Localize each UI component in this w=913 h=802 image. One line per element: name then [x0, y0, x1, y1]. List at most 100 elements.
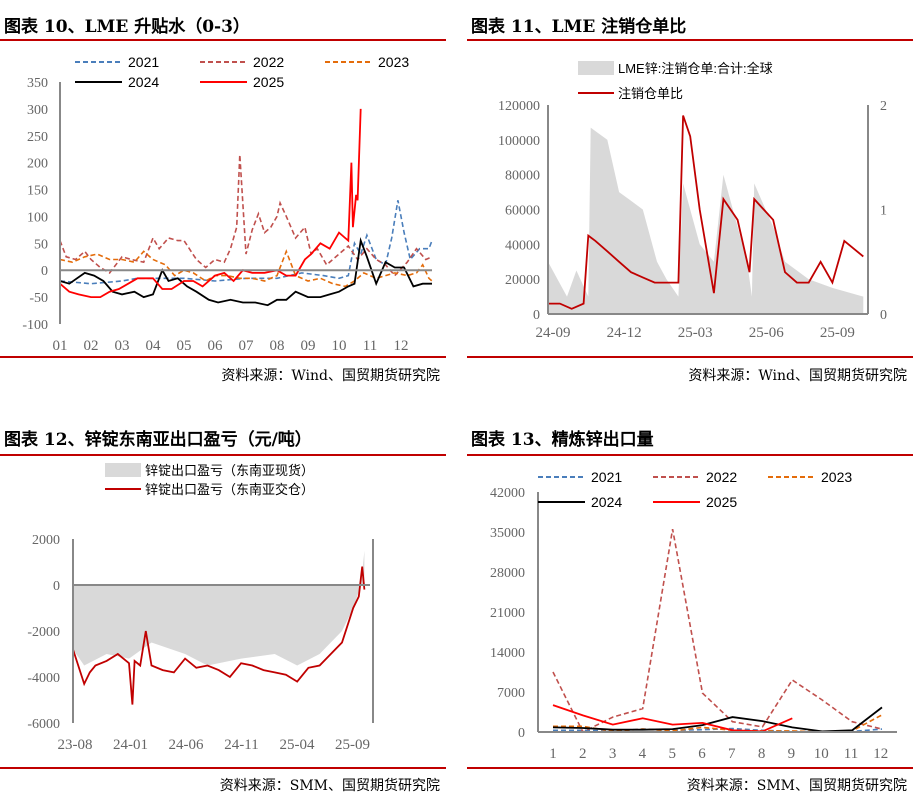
legend-label: 2023 [378, 54, 409, 70]
panel-lme-spread: 图表 10、LME 升贴水（0-3） 资料来源：Wind、国贸期货研究院 [0, 0, 446, 395]
line-series-2022 [552, 528, 883, 734]
legend-label: 2025 [706, 494, 737, 510]
legend-label: LME锌:注销仓单:合计:全球 [618, 61, 773, 76]
y-tick-label: 40000 [505, 238, 540, 253]
x-tick-label: 24-12 [607, 325, 642, 341]
legend-item-2024: 2024 [538, 494, 622, 510]
bottom-divider [467, 356, 913, 358]
y-tick-label: 350 [27, 76, 48, 91]
line-series-2021 [59, 200, 433, 285]
y-tick-label: 100000 [498, 134, 540, 149]
legend-item-2023: 2023 [768, 469, 852, 485]
title-divider [0, 39, 446, 41]
y-tick-label: 28000 [490, 566, 525, 581]
y-tick-label: 250 [27, 130, 48, 145]
y2-tick-label: 2 [880, 99, 887, 114]
legend-item-2025: 2025 [200, 74, 284, 90]
y-tick-label: -4000 [27, 671, 60, 686]
legend-label: 锌锭出口盈亏（东南亚交仓） [145, 482, 314, 497]
x-tick-label: 06 [208, 338, 224, 354]
line-series-锌锭出口盈亏（东南亚交仓） [72, 566, 366, 705]
x-tick-label: 24-09 [536, 325, 571, 341]
chart-c1: 350 300 250 200 150 100 50 0 -50 -100 01 02 03 04 05 06… [22, 76, 433, 354]
x-tick-label: 12 [873, 746, 888, 762]
y-tick-label: 120000 [498, 99, 540, 114]
y-tick-label: 0 [518, 726, 525, 741]
x-tick-label: 4 [639, 746, 647, 762]
chart-title: 图表 13、精炼锌出口量 [471, 430, 654, 450]
y-tick-label: 100 [27, 210, 48, 225]
y-tick-label: 200 [27, 157, 48, 172]
legend-label: 2024 [128, 74, 159, 90]
legend-label: 2021 [591, 469, 622, 485]
x-tick-label: 8 [758, 746, 766, 762]
chart-title: 图表 11、LME 注销仓单比 [471, 17, 687, 37]
x-tick-label: 10 [332, 338, 347, 354]
y-tick-label: 50 [34, 237, 48, 252]
area-series-锌锭出口盈亏（东南亚现货） [73, 550, 365, 666]
x-tick-label: 1 [549, 746, 557, 762]
legend-item-锌锭出口盈亏（东南亚现货）: 锌锭出口盈亏（东南亚现货） [105, 463, 314, 478]
x-tick-label: 23-08 [58, 737, 93, 753]
y-tick-label: 20000 [505, 273, 540, 288]
legend-label: 注销仓单比 [618, 86, 683, 101]
x-tick-label: 25-09 [335, 737, 370, 753]
y-tick-label: -50 [29, 291, 48, 306]
y-tick-label: 14000 [490, 646, 525, 661]
area-series-LME锌:注销仓单:合计:全球 [548, 127, 864, 314]
x-tick-label: 24-06 [169, 737, 204, 753]
line-series-2024 [59, 237, 432, 307]
legend-label: 2023 [821, 469, 852, 485]
chart-title: 图表 12、锌锭东南亚出口盈亏（元/吨） [4, 430, 312, 450]
y-tick-label: 300 [27, 103, 48, 118]
x-tick-label: 08 [270, 338, 285, 354]
y-tick-label: 42000 [490, 486, 525, 501]
y2-tick-label: 0 [880, 308, 887, 323]
y-tick-label: 60000 [505, 204, 540, 219]
y-tick-label: 0 [533, 308, 540, 323]
line-series-2024 [552, 706, 883, 733]
y-tick-label: 150 [27, 184, 48, 199]
source-note: 资料来源：SMM、国贸期货研究院 [219, 778, 440, 794]
title-divider [467, 39, 913, 41]
legend-item-2024: 2024 [75, 74, 159, 90]
source-note: 资料来源：Wind、国贸期货研究院 [221, 368, 440, 384]
legend-item-LME锌:注销仓单:合计:全球: LME锌:注销仓单:合计:全球 [578, 61, 773, 76]
y-tick-label: -100 [22, 318, 48, 333]
legend-label: 2022 [253, 54, 284, 70]
legend-item-注销仓单比: 注销仓单比 [578, 86, 683, 101]
x-tick-label: 25-09 [820, 325, 855, 341]
panel-lme-cancel-ratio: 图表 11、LME 注销仓单比 资料来源：Wind、国贸期货研究院 [467, 0, 913, 395]
legend-label: 2022 [706, 469, 737, 485]
source-note: 资料来源：Wind、国贸期货研究院 [688, 368, 907, 384]
x-tick-label: 9 [788, 746, 796, 762]
bottom-divider [0, 767, 446, 769]
y-tick-label: 7000 [497, 686, 525, 701]
legend-item-2025: 2025 [653, 494, 737, 510]
title-divider [0, 454, 446, 456]
x-tick-label: 3 [609, 746, 617, 762]
x-tick-label: 24-11 [224, 737, 258, 753]
chart-title: 图表 10、LME 升贴水（0-3） [4, 17, 250, 37]
panel-refined-zinc-export: 图表 13、精炼锌出口量 资料来源：SMM、国贸期货研究院 [467, 415, 913, 802]
x-tick-label: 11 [844, 746, 858, 762]
legend-swatch [578, 61, 614, 75]
legend-label: 2024 [591, 494, 622, 510]
y-tick-label: 0 [53, 579, 60, 594]
legend-item-2021: 2021 [538, 469, 622, 485]
x-tick-label: 09 [301, 338, 316, 354]
y2-tick-label: 1 [880, 204, 887, 219]
x-tick-label: 6 [698, 746, 706, 762]
line-series-2025 [59, 108, 362, 298]
x-tick-label: 10 [814, 746, 829, 762]
x-tick-label: 7 [728, 746, 736, 762]
x-tick-label: 2 [579, 746, 587, 762]
y-tick-label: 80000 [505, 169, 540, 184]
bottom-divider [0, 356, 446, 358]
chart-c2: 120000 100000 80000 60000 40000 20000 0 2 1 0 24-0… [498, 99, 887, 341]
x-tick-label: 24-01 [113, 737, 148, 753]
bottom-divider [467, 767, 913, 769]
legend-item-2022: 2022 [653, 469, 737, 485]
legend-label: 锌锭出口盈亏（东南亚现货） [145, 463, 314, 478]
y-tick-label: 21000 [490, 606, 525, 621]
